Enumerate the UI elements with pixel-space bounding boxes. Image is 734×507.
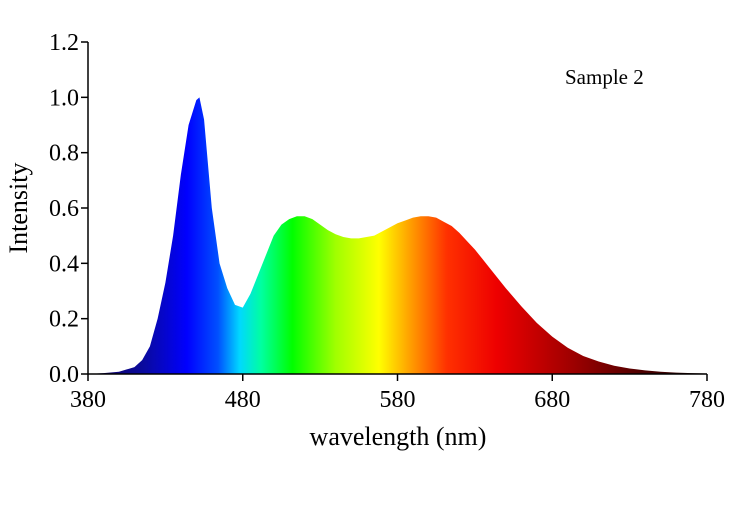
- x-tick-label: 380: [70, 387, 106, 413]
- y-ticks: 0.0 0.2 0.4 0.6 0.8 1.0 1.2: [49, 30, 88, 388]
- y-tick-label: 0.4: [49, 251, 79, 277]
- y-tick-label: 1.2: [49, 30, 79, 56]
- x-ticks: 380 480 580 680 780: [70, 374, 725, 413]
- x-tick-label: 680: [534, 387, 570, 413]
- x-tick-label: 580: [380, 387, 416, 413]
- y-tick-label: 0.8: [49, 141, 79, 167]
- sample-annotation: Sample 2: [565, 65, 644, 89]
- spectrum-area: [88, 97, 707, 374]
- x-tick-label: 480: [225, 387, 261, 413]
- y-tick-label: 0.6: [49, 196, 79, 222]
- y-axis-label: Intensity: [4, 163, 33, 254]
- y-tick-label: 0.2: [49, 307, 79, 333]
- y-tick-label: 0.0: [49, 362, 79, 388]
- y-tick-label: 1.0: [49, 85, 79, 111]
- x-tick-label: 780: [689, 387, 725, 413]
- x-axis-label: wavelength (nm): [310, 422, 487, 451]
